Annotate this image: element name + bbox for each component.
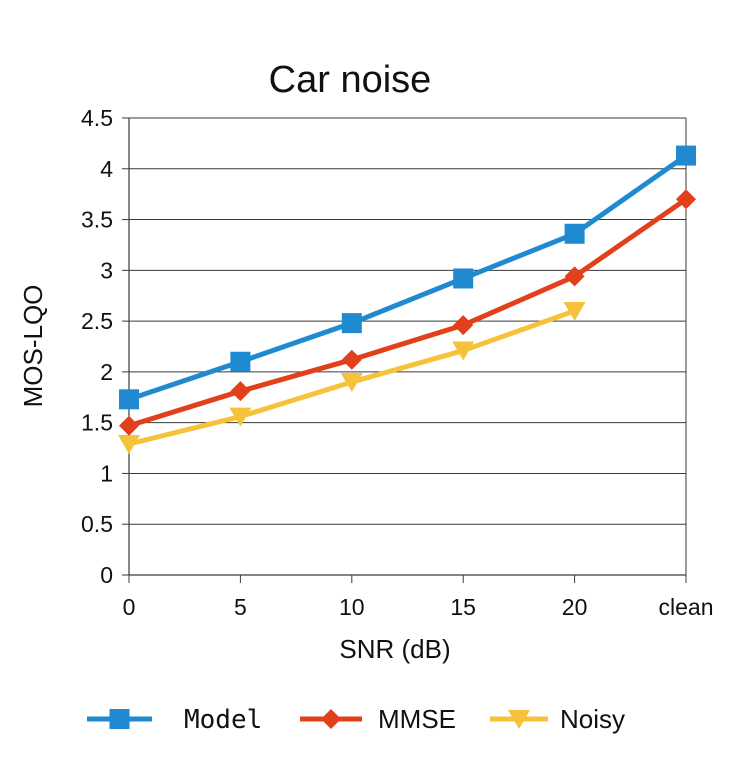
legend-label: Noisy	[560, 704, 625, 734]
data-point	[563, 301, 586, 321]
x-tick-label: 15	[450, 594, 476, 620]
y-tick-label: 4	[100, 156, 113, 182]
data-point	[230, 381, 251, 402]
y-tick-label: 1.5	[81, 410, 113, 436]
x-tick-label: clean	[659, 594, 714, 620]
data-point	[119, 415, 139, 436]
y-tick-label: 4.5	[81, 105, 113, 131]
data-point	[676, 189, 696, 210]
data-point	[230, 351, 251, 372]
data-point	[229, 407, 252, 427]
legend: Model MMSE Noisy	[87, 704, 625, 735]
data-point	[453, 315, 474, 336]
legend-marker	[109, 709, 130, 729]
legend-label: MMSE	[378, 704, 456, 734]
series-model	[119, 145, 696, 410]
y-tick-label: 0	[100, 562, 113, 588]
y-tick-label: 0.5	[81, 511, 113, 537]
y-tick-label: 2.5	[81, 308, 113, 334]
grid-lines	[122, 117, 686, 576]
y-tick-label: 3	[100, 257, 113, 283]
legend-item-mmse: MMSE	[300, 704, 456, 734]
legend-item-model: Model	[87, 705, 262, 735]
data-point	[452, 341, 475, 361]
y-tick-label: 1	[100, 460, 113, 486]
series-noisy	[118, 301, 586, 454]
x-tick-label: 10	[339, 594, 365, 620]
series-line	[128, 197, 688, 429]
y-tick-label: 3.5	[81, 207, 113, 233]
legend-label: Model	[184, 705, 262, 735]
data-point	[341, 313, 362, 334]
data-point	[341, 349, 362, 370]
y-axis-label: MOS-LQO	[18, 285, 48, 408]
legend-marker	[321, 709, 341, 729]
y-tick-labels: 0 0.5 1 1.5 2 2.5 3 3.5 4 4.5	[81, 105, 113, 588]
series-mmse	[119, 189, 696, 436]
data-point	[340, 373, 363, 393]
data-point	[564, 223, 585, 244]
x-axis-label: SNR (dB)	[339, 634, 450, 664]
data-point	[119, 389, 139, 410]
data-point	[676, 145, 696, 166]
data-point	[453, 268, 474, 289]
series-line	[128, 153, 688, 402]
y-tick-label: 2	[100, 359, 113, 385]
x-tick-label: 20	[562, 594, 588, 620]
series-group	[118, 145, 696, 454]
x-tick-labels: 0 5 10 15 20 clean	[123, 594, 714, 620]
data-point	[564, 266, 585, 287]
data-point	[118, 434, 140, 454]
x-tick-label: 5	[234, 594, 247, 620]
axes	[128, 118, 687, 583]
chart-title: Car noise	[269, 59, 432, 101]
legend-item-noisy: Noisy	[490, 704, 625, 734]
legend-marker	[508, 710, 530, 729]
x-tick-label: 0	[123, 594, 136, 620]
